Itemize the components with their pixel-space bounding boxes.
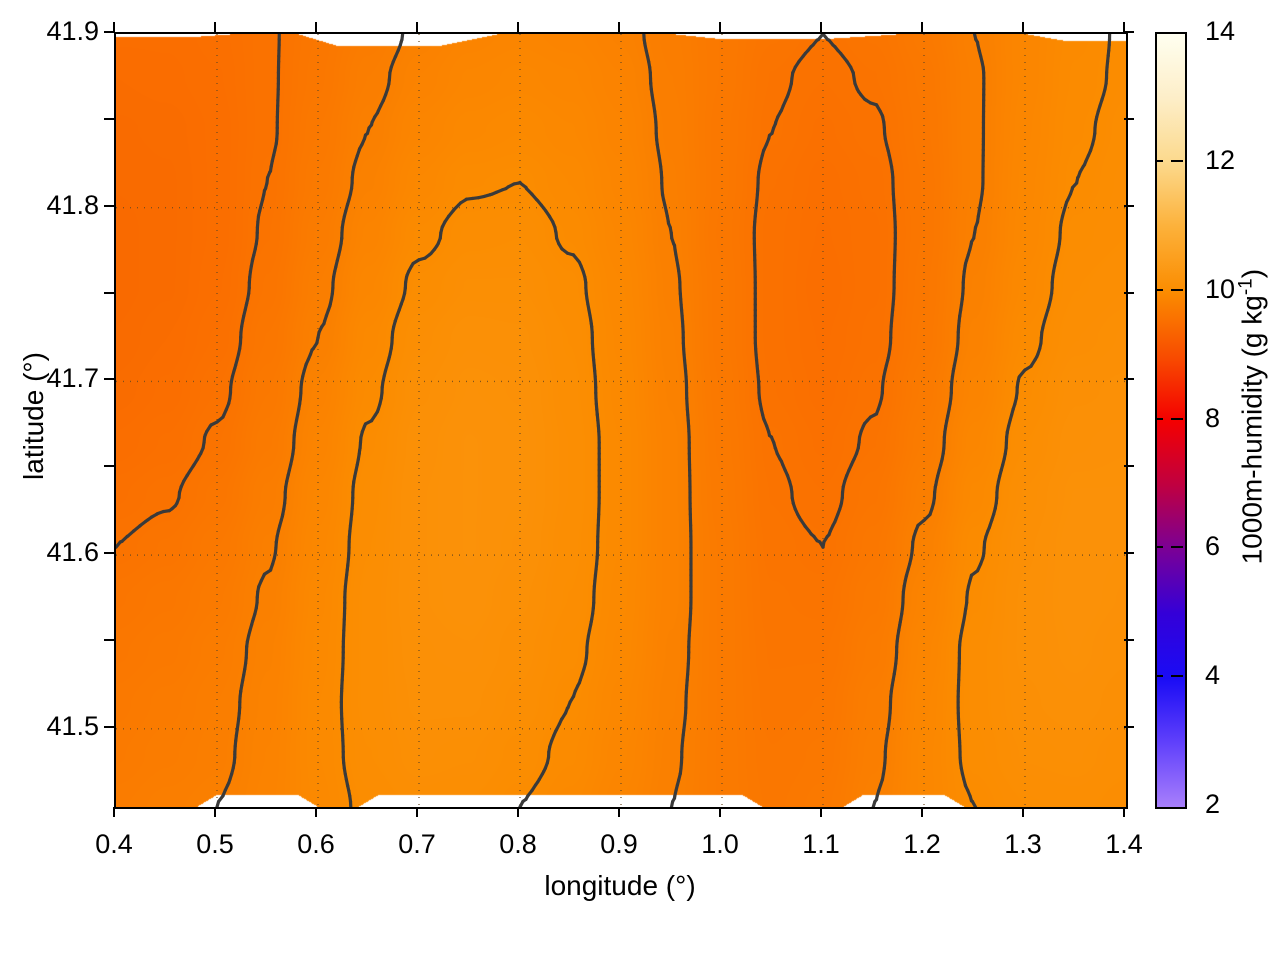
- colorbar-tick: [1171, 288, 1183, 291]
- x-tick-label: 0.6: [297, 829, 335, 859]
- x-tick-major-top: [921, 22, 923, 32]
- y-tick-minor-right: [1124, 638, 1134, 641]
- x-tick-major-top: [315, 22, 317, 32]
- grid-lines: [116, 34, 1126, 807]
- colorbar-tick-label: 12: [1205, 144, 1236, 175]
- y-tick-label: 41.8: [46, 189, 99, 220]
- colorbar-tick-left: [1155, 288, 1163, 291]
- y-tick-label: 41.7: [46, 363, 99, 394]
- plot-area: [114, 32, 1128, 809]
- colorbar-tick-label: 4: [1205, 660, 1221, 691]
- y-tick-label: 41.9: [46, 16, 99, 46]
- x-tick-major: [315, 807, 317, 817]
- colorbar-tick-label: 10: [1205, 273, 1236, 304]
- x-tick-major-top: [719, 22, 721, 32]
- y-tick-minor: [104, 638, 114, 641]
- x-tick-major: [517, 807, 519, 817]
- x-tick-major: [820, 807, 822, 817]
- y-tick-major: [104, 725, 114, 728]
- x-tick-label: 0.5: [196, 829, 234, 859]
- x-tick-major-top: [517, 22, 519, 32]
- y-tick-major-right: [1124, 378, 1134, 381]
- x-tick-label: 0.8: [499, 829, 537, 859]
- colorbar-tick-label: 6: [1205, 531, 1221, 562]
- x-tick-major: [113, 807, 115, 817]
- x-tick-major: [1123, 807, 1125, 817]
- y-tick-major-right: [1124, 552, 1134, 555]
- y-tick-minor-right: [1124, 291, 1134, 294]
- x-tick-major: [214, 807, 216, 817]
- x-tick-label: 1.4: [1105, 829, 1143, 859]
- colorbar-tick-left: [1155, 159, 1163, 162]
- colorbar-tick: [1171, 417, 1183, 420]
- y-tick-label: 41.5: [46, 710, 99, 741]
- colorbar-tick: [1171, 675, 1183, 678]
- colorbar-tick: [1171, 159, 1183, 162]
- y-tick-minor: [104, 291, 114, 294]
- y-tick-major-right: [1124, 31, 1134, 33]
- colorbar-title-close: ): [1236, 268, 1268, 279]
- colorbar-gradient: [1157, 34, 1185, 807]
- y-tick-major-right: [1124, 204, 1134, 207]
- x-tick-major-top: [214, 22, 216, 32]
- x-tick-major: [921, 807, 923, 817]
- y-tick-major: [104, 378, 114, 381]
- colorbar-tick-label: 8: [1205, 402, 1221, 433]
- y-tick-minor-right: [1124, 117, 1134, 120]
- y-tick-minor: [104, 465, 114, 468]
- colorbar: [1155, 32, 1187, 809]
- y-tick-major: [104, 204, 114, 207]
- x-tick-label: 1.0: [701, 829, 739, 859]
- colorbar-tick-label: 2: [1205, 789, 1221, 819]
- x-tick-label: 1.1: [802, 829, 840, 859]
- y-tick-major: [104, 31, 114, 33]
- x-tick-major: [618, 807, 620, 817]
- y-tick-minor: [104, 117, 114, 120]
- x-tick-label: 0.9: [600, 829, 638, 859]
- y-tick-major: [104, 552, 114, 555]
- colorbar-tick-left: [1155, 546, 1163, 549]
- colorbar-title-main: 1000m-humidity (g kg: [1236, 295, 1268, 565]
- x-tick-major-top: [618, 22, 620, 32]
- x-tick-major-top: [1123, 22, 1125, 32]
- x-tick-major-top: [820, 22, 822, 32]
- y-tick-label: 41.6: [46, 537, 99, 568]
- x-tick-major-top: [416, 22, 418, 32]
- colorbar-tick-label: 14: [1205, 16, 1236, 46]
- colorbar-title: 1000m-humidity (g kg-1): [1235, 207, 1268, 627]
- x-tick-label: 0.4: [95, 829, 133, 859]
- x-tick-major: [1022, 807, 1024, 817]
- x-tick-major: [719, 807, 721, 817]
- y-tick-major-right: [1124, 725, 1134, 728]
- x-tick-label: 1.2: [903, 829, 941, 859]
- x-tick-major-top: [113, 22, 115, 32]
- y-tick-minor-right: [1124, 465, 1134, 468]
- x-axis-title: longitude (°): [544, 870, 696, 901]
- x-tick-major: [416, 807, 418, 817]
- colorbar-title-exponent: -1: [1235, 278, 1257, 296]
- x-tick-label: 1.3: [1004, 829, 1042, 859]
- y-axis-title: latitude (°): [18, 352, 49, 480]
- contour-lines: [116, 34, 1112, 807]
- colorbar-tick-left: [1155, 417, 1163, 420]
- colorbar-tick: [1171, 546, 1183, 549]
- x-tick-label: 0.7: [398, 829, 436, 859]
- colorbar-tick-left: [1155, 675, 1163, 678]
- x-tick-major-top: [1022, 22, 1024, 32]
